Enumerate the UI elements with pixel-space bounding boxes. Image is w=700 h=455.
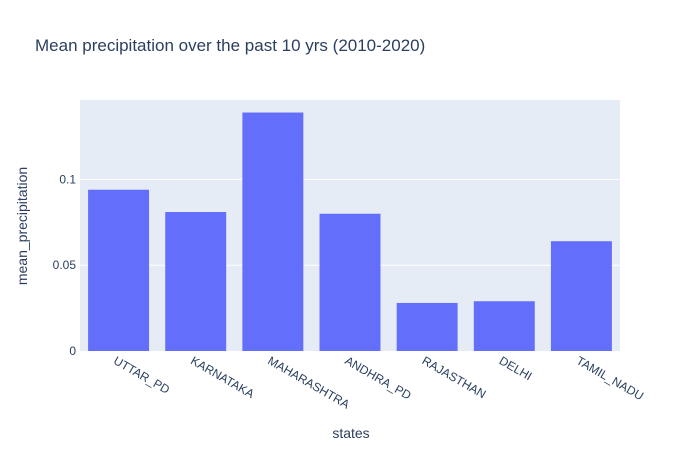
y-tick-label: 0 bbox=[69, 344, 76, 358]
bars bbox=[88, 112, 612, 351]
x-axis-title: states bbox=[332, 425, 369, 441]
bar[interactable] bbox=[165, 212, 227, 351]
x-tick-label: MAHARASHTRA bbox=[265, 353, 352, 411]
x-tick-label: ANDHRA_PD bbox=[343, 353, 414, 402]
y-axis-ticks: 0 0.05 0.1 bbox=[53, 172, 77, 358]
bar[interactable] bbox=[396, 302, 458, 351]
y-tick-label: 0.1 bbox=[59, 172, 76, 186]
x-tick-label: UTTAR_PD bbox=[111, 353, 172, 397]
x-tick-label: KARNATAKA bbox=[188, 353, 256, 401]
x-tick-label: RAJASTHAN bbox=[420, 353, 489, 401]
bar[interactable] bbox=[473, 301, 535, 351]
x-tick-label: DELHI bbox=[497, 353, 535, 383]
bar[interactable] bbox=[319, 213, 381, 351]
bar[interactable] bbox=[550, 241, 612, 351]
x-tick-label: TAMIL_NADU bbox=[574, 353, 646, 403]
y-axis-title: mean_precipitation bbox=[14, 167, 30, 285]
y-tick-label: 0.05 bbox=[53, 258, 77, 272]
bar[interactable] bbox=[242, 112, 304, 351]
bar[interactable] bbox=[88, 189, 150, 351]
chart-title: Mean precipitation over the past 10 yrs … bbox=[35, 36, 425, 55]
